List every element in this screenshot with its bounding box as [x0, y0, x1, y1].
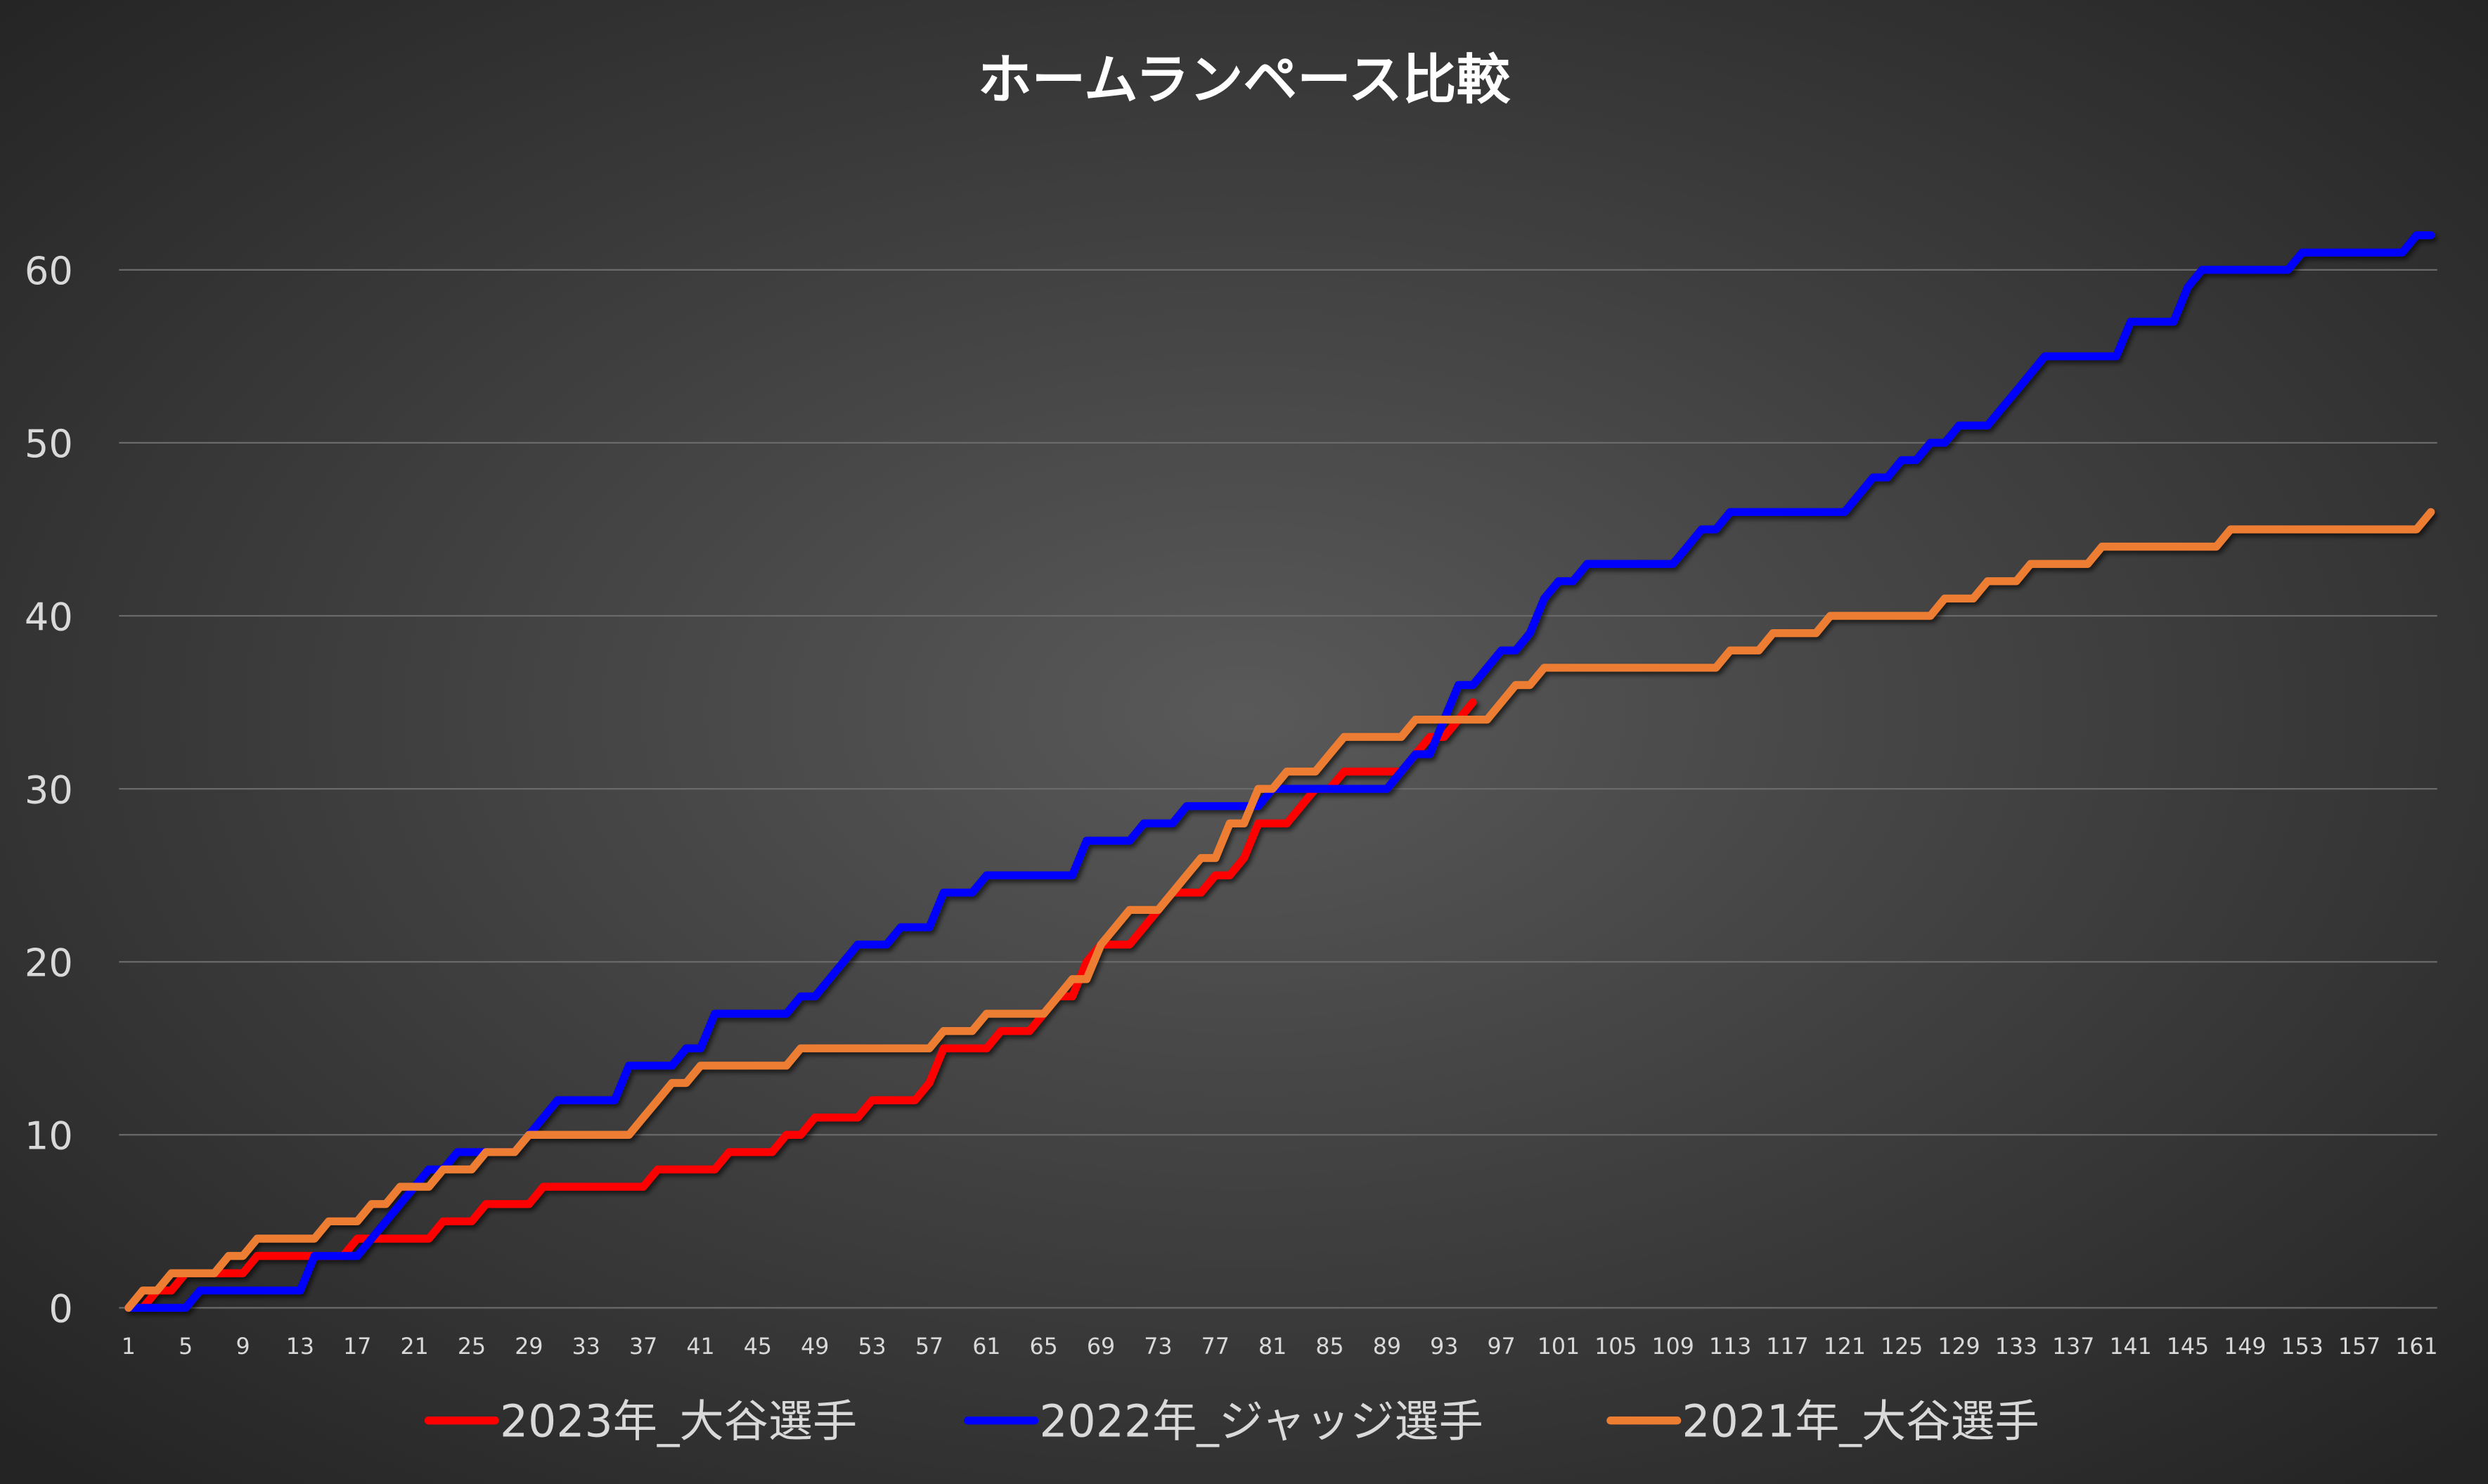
x-tick-label: 145: [2167, 1334, 2209, 1360]
x-tick-label: 153: [2281, 1334, 2323, 1360]
y-tick-label: 40: [25, 595, 73, 639]
x-tick-label: 77: [1201, 1334, 1230, 1360]
x-tick-label: 37: [629, 1334, 657, 1360]
x-tick-label: 129: [1938, 1334, 1980, 1360]
x-tick-label: 105: [1594, 1334, 1637, 1360]
y-tick-label: 20: [25, 941, 73, 986]
x-tick-label: 29: [515, 1334, 543, 1360]
x-tick-label: 141: [2109, 1334, 2151, 1360]
x-tick-label: 73: [1144, 1334, 1172, 1360]
x-tick-label: 45: [744, 1334, 772, 1360]
x-tick-label: 137: [2052, 1334, 2094, 1360]
y-tick-label: 60: [25, 249, 73, 293]
x-tick-label: 13: [286, 1334, 314, 1360]
x-tick-label: 21: [401, 1334, 429, 1360]
x-tick-label: 5: [179, 1334, 193, 1360]
x-tick-label: 61: [972, 1334, 1000, 1360]
x-tick-label: 49: [801, 1334, 829, 1360]
x-tick-label: 101: [1538, 1334, 1580, 1360]
chart-title: ホームランペース比較: [978, 49, 1512, 112]
x-tick-label: 65: [1030, 1334, 1058, 1360]
x-tick-label: 109: [1652, 1334, 1694, 1360]
series-line-2: [124, 508, 2435, 1312]
x-tick-label: 89: [1373, 1334, 1401, 1360]
y-tick-label: 30: [25, 768, 73, 812]
x-tick-label: 1: [122, 1334, 136, 1360]
x-tick-label: 69: [1087, 1334, 1115, 1360]
x-tick-label: 81: [1258, 1334, 1287, 1360]
x-tick-label: 25: [458, 1334, 486, 1360]
y-tick-label: 0: [49, 1287, 72, 1331]
y-tick-label: 50: [25, 422, 73, 466]
x-tick-label: 85: [1315, 1334, 1343, 1360]
legend-label-1: 2022年_ジャッジ選手: [1039, 1395, 1483, 1447]
x-tick-label: 121: [1824, 1334, 1866, 1360]
x-tick-label: 17: [343, 1334, 371, 1360]
x-tick-label: 93: [1430, 1334, 1458, 1360]
x-tick-label: 57: [915, 1334, 943, 1360]
x-tick-label: 133: [1995, 1334, 2037, 1360]
series-lines: [124, 231, 2435, 1312]
x-tick-label: 33: [572, 1334, 600, 1360]
legend: 2023年_大谷選手 2022年_ジャッジ選手 2021年_大谷選手: [424, 1395, 2039, 1447]
x-tick-label: 113: [1709, 1334, 1751, 1360]
x-tick-label: 53: [858, 1334, 886, 1360]
x-tick-label: 149: [2224, 1334, 2266, 1360]
series-line-0: [124, 698, 1477, 1312]
y-axis-ticks: 0 10 20 30 40 50 60: [25, 249, 73, 1331]
x-tick-label: 161: [2395, 1334, 2437, 1360]
legend-label-0: 2023年_大谷選手: [500, 1395, 857, 1447]
y-tick-label: 10: [25, 1114, 73, 1159]
x-axis-ticks: 1 5 9 13 17 21 25 29 33 37 41 45 49 53 57 61 65 69 73 77 81 8…: [122, 1334, 2438, 1360]
legend-label-2: 2021年_大谷選手: [1682, 1395, 2039, 1447]
x-tick-label: 125: [1881, 1334, 1923, 1360]
x-tick-label: 157: [2338, 1334, 2380, 1360]
x-tick-label: 9: [236, 1334, 250, 1360]
x-tick-label: 97: [1487, 1334, 1515, 1360]
x-tick-label: 117: [1766, 1334, 1808, 1360]
gridlines: [119, 269, 2437, 1309]
x-tick-label: 41: [686, 1334, 714, 1360]
